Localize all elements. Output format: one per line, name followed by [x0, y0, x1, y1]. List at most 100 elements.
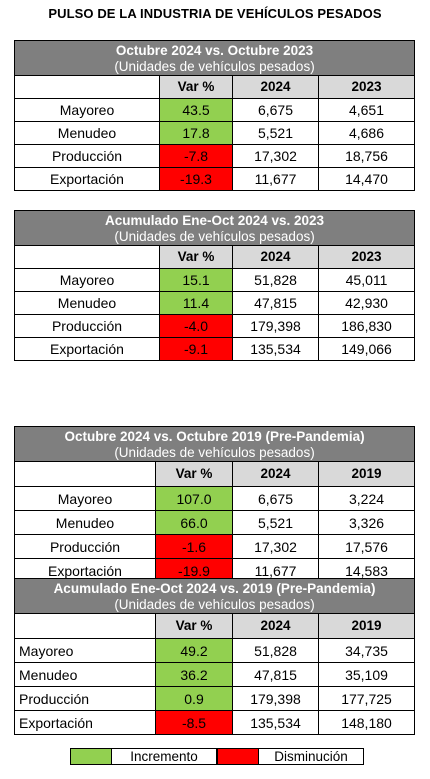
table-row: Producción 0.9 179,398 177,725: [14, 686, 416, 711]
table-row: Mayoreo 107.0 6,675 3,224: [14, 486, 416, 511]
table-oct-2024-vs-oct-2019: Octubre 2024 vs. Octubre 2019 (Pre-Pande…: [13, 426, 416, 583]
var-cell: -1.6: [155, 534, 233, 559]
table-row: Menudeo 17.8 5,521 4,686: [14, 121, 415, 145]
table-ytd-2024-vs-2019: Acumulado Ene-Oct 2024 vs. 2019 (Pre-Pan…: [13, 578, 416, 735]
value-b: 4,651: [318, 98, 415, 122]
table-header: Acumulado Ene-Oct 2024 vs. 2019 (Pre-Pan…: [13, 578, 416, 614]
var-cell: 36.2: [155, 662, 233, 687]
value-b: 149,066: [317, 337, 416, 361]
var-cell: 43.5: [159, 98, 233, 122]
legend-decrease-swatch: [217, 748, 259, 765]
legend-increase-label: Incremento: [112, 748, 217, 765]
table-header: Octubre 2024 vs. Octubre 2023 (Unidades …: [14, 40, 415, 76]
var-cell: -9.1: [159, 337, 233, 361]
table-title: Acumulado Ene-Oct 2024 vs. 2023: [104, 212, 325, 228]
row-label: Menudeo: [14, 121, 160, 145]
table-row: Menudeo 66.0 5,521 3,326: [14, 510, 416, 535]
table-row: Producción -1.6 17,302 17,576: [14, 534, 416, 559]
value-a: 11,677: [232, 167, 319, 191]
table-row: Menudeo 11.4 47,815 42,930: [14, 291, 416, 315]
var-cell: 17.8: [159, 121, 233, 145]
var-cell: -4.0: [159, 314, 233, 338]
table-subtitle: (Unidades de vehículos pesados): [114, 444, 315, 460]
row-label: Exportación: [14, 167, 160, 191]
value-a: 135,534: [232, 710, 319, 735]
value-b: 34,735: [317, 638, 416, 663]
col-header-year-a: 2024: [232, 245, 319, 269]
value-a: 5,521: [232, 121, 319, 145]
value-a: 47,815: [232, 291, 319, 315]
col-header-year-a: 2024: [232, 461, 319, 487]
table-title: Acumulado Ene-Oct 2024 vs. 2019 (Pre-Pan…: [53, 580, 376, 596]
row-label: Mayoreo: [14, 638, 156, 663]
var-cell: 49.2: [155, 638, 233, 663]
row-label: Menudeo: [14, 291, 160, 315]
table-row: Producción -7.8 17,302 18,756: [14, 144, 415, 168]
row-label: Producción: [14, 534, 156, 559]
table-row: Mayoreo 43.5 6,675 4,651: [14, 98, 415, 122]
value-b: 35,109: [317, 662, 416, 687]
table-row: Exportación -9.1 135,534 149,066: [14, 337, 416, 361]
var-cell: 0.9: [155, 686, 233, 711]
col-header-var: Var %: [155, 461, 233, 487]
value-b: 4,686: [318, 121, 415, 145]
value-a: 5,521: [232, 510, 319, 535]
col-header-var: Var %: [159, 75, 233, 99]
row-label: Mayoreo: [14, 268, 160, 292]
table-row: Mayoreo 15.1 51,828 45,011: [14, 268, 416, 292]
col-header-year-b: 2019: [317, 461, 416, 487]
table-header: Acumulado Ene-Oct 2024 vs. 2023 (Unidade…: [13, 210, 416, 246]
var-cell: 107.0: [155, 486, 233, 511]
col-header-var: Var %: [155, 613, 233, 639]
value-b: 186,830: [317, 314, 416, 338]
table-title: Octubre 2024 vs. Octubre 2019 (Pre-Pande…: [64, 428, 365, 444]
value-b: 45,011: [317, 268, 416, 292]
value-b: 148,180: [317, 710, 416, 735]
col-header-year-b: 2019: [317, 613, 416, 639]
var-cell: 66.0: [155, 510, 233, 535]
value-b: 17,576: [317, 534, 416, 559]
row-label: Mayoreo: [14, 98, 160, 122]
legend-decrease-label: Disminución: [259, 748, 364, 765]
table-ytd-2024-vs-2023: Acumulado Ene-Oct 2024 vs. 2023 (Unidade…: [13, 210, 416, 361]
value-a: 51,828: [232, 268, 319, 292]
var-cell: -19.3: [159, 167, 233, 191]
value-a: 179,398: [232, 314, 319, 338]
table-row: Mayoreo 49.2 51,828 34,735: [14, 638, 416, 663]
row-label: Exportación: [14, 337, 160, 361]
page-title: PULSO DE LA INDUSTRIA DE VEHÍCULOS PESAD…: [48, 6, 382, 21]
value-a: 179,398: [232, 686, 319, 711]
var-cell: 15.1: [159, 268, 233, 292]
value-b: 42,930: [317, 291, 416, 315]
value-a: 6,675: [232, 486, 319, 511]
value-a: 6,675: [232, 98, 319, 122]
table-row: Menudeo 36.2 47,815 35,109: [14, 662, 416, 687]
value-b: 3,224: [317, 486, 416, 511]
table-title: Octubre 2024 vs. Octubre 2023: [115, 42, 314, 58]
value-a: 17,302: [232, 534, 319, 559]
value-b: 177,725: [317, 686, 416, 711]
row-label: Producción: [14, 144, 160, 168]
col-header-year-b: 2023: [317, 245, 416, 269]
value-b: 14,470: [318, 167, 415, 191]
col-header-var: Var %: [159, 245, 233, 269]
table-row: Exportación -19.3 11,677 14,470: [14, 167, 415, 191]
table-oct-2024-vs-oct-2023: Octubre 2024 vs. Octubre 2023 (Unidades …: [14, 40, 415, 191]
row-label: Mayoreo: [14, 486, 156, 511]
row-label: Menudeo: [14, 510, 156, 535]
table-subtitle: (Unidades de vehículos pesados): [114, 58, 315, 74]
var-cell: -8.5: [155, 710, 233, 735]
row-label: Producción: [14, 686, 156, 711]
table-subtitle: (Unidades de vehículos pesados): [114, 596, 315, 612]
col-header-year-b: 2023: [318, 75, 415, 99]
value-a: 47,815: [232, 662, 319, 687]
row-label: Producción: [14, 314, 160, 338]
table-row: Producción -4.0 179,398 186,830: [14, 314, 416, 338]
value-a: 51,828: [232, 638, 319, 663]
col-header-year-a: 2024: [232, 75, 319, 99]
row-label: Exportación: [14, 710, 156, 735]
value-b: 18,756: [318, 144, 415, 168]
value-b: 3,326: [317, 510, 416, 535]
row-label: Menudeo: [14, 662, 156, 687]
value-a: 17,302: [232, 144, 319, 168]
